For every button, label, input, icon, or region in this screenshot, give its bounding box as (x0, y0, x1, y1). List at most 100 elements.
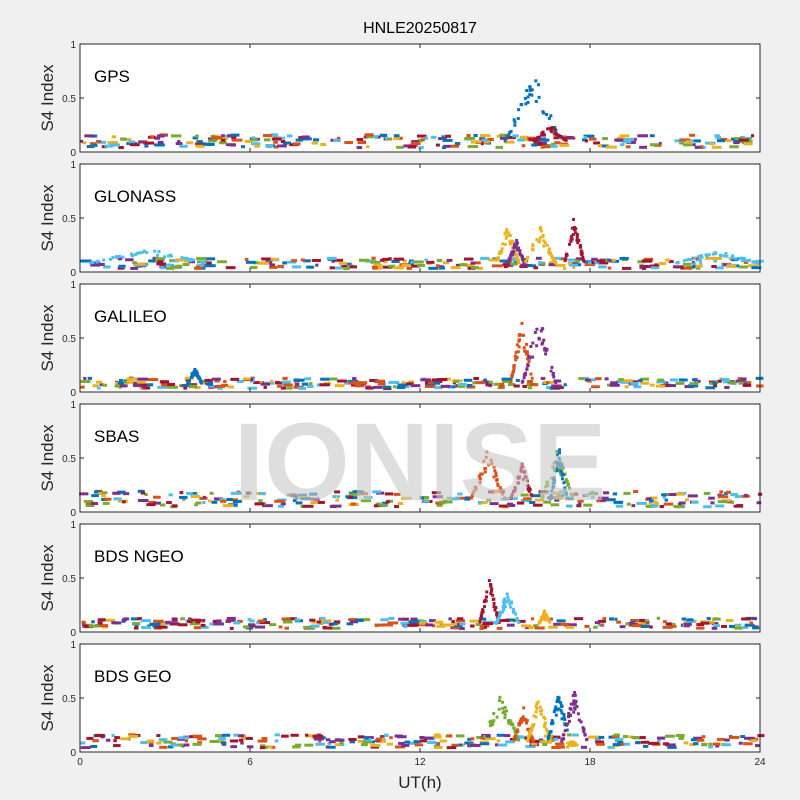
data-point (513, 123, 517, 127)
data-point (186, 141, 194, 145)
data-point (136, 380, 147, 384)
data-point (584, 378, 591, 382)
data-point (101, 494, 106, 498)
data-point (681, 617, 687, 621)
data-point (197, 375, 201, 379)
data-point (87, 376, 93, 380)
data-point (501, 711, 505, 715)
data-point (541, 234, 545, 238)
data-point (506, 595, 510, 599)
y-tick-label: 0 (70, 148, 76, 159)
data-point (322, 620, 330, 624)
data-point (528, 356, 532, 360)
data-point (504, 709, 508, 713)
data-point (366, 135, 373, 139)
data-point (630, 620, 636, 624)
data-point (482, 735, 486, 739)
data-point (403, 259, 407, 263)
data-point (244, 257, 249, 261)
data-point (572, 699, 576, 703)
data-point (597, 144, 603, 148)
data-point (739, 265, 748, 269)
data-point (576, 241, 580, 245)
data-point (356, 381, 368, 385)
data-point (117, 266, 125, 270)
data-point (615, 504, 624, 508)
data-point (530, 725, 534, 729)
data-point (290, 617, 297, 621)
data-point (469, 619, 480, 623)
data-point (463, 378, 473, 382)
data-point (516, 728, 520, 732)
data-point (526, 739, 530, 743)
data-point (565, 496, 569, 500)
data-point (262, 504, 273, 508)
y-axis-label: S4 Index (38, 184, 57, 252)
data-point (511, 490, 515, 494)
data-point (712, 617, 721, 621)
data-point (495, 611, 499, 615)
data-point (543, 241, 547, 245)
data-point (80, 259, 92, 263)
data-point (316, 620, 322, 624)
data-point (621, 266, 632, 270)
data-point (184, 739, 189, 743)
data-point (304, 377, 312, 381)
data-point (133, 383, 143, 387)
data-point (527, 354, 531, 358)
data-point (548, 739, 552, 743)
data-point (507, 721, 511, 725)
data-point (474, 485, 478, 489)
data-point (517, 619, 526, 623)
data-point (566, 482, 570, 486)
data-point (743, 142, 753, 146)
data-point (513, 729, 517, 733)
data-point (169, 622, 180, 626)
data-point (320, 142, 326, 146)
data-point (542, 715, 546, 719)
data-point (434, 620, 444, 624)
data-point (744, 493, 748, 497)
data-point (663, 381, 669, 385)
data-point (525, 744, 536, 748)
data-point (431, 491, 441, 495)
data-point (717, 495, 729, 499)
data-points (79, 79, 755, 150)
data-point (384, 492, 394, 496)
data-point (312, 734, 324, 738)
data-point (452, 626, 462, 630)
data-point (568, 262, 579, 266)
data-point (309, 618, 316, 622)
data-point (573, 225, 577, 229)
data-point (230, 745, 238, 749)
data-point (458, 743, 463, 747)
data-point (565, 728, 569, 732)
data-point (632, 490, 639, 494)
data-point (563, 259, 567, 263)
data-point (575, 705, 579, 709)
data-point (752, 626, 760, 630)
data-point (261, 736, 268, 740)
data-point (527, 359, 531, 363)
data-point (657, 739, 661, 743)
data-point (408, 620, 420, 624)
data-point (165, 266, 174, 270)
data-point (517, 620, 521, 624)
data-point (517, 108, 521, 112)
data-point (459, 622, 466, 626)
data-point (739, 256, 743, 260)
data-point (661, 493, 667, 497)
data-point (499, 610, 503, 614)
data-point (387, 621, 399, 625)
data-point (93, 143, 98, 147)
data-point (730, 256, 734, 260)
data-point (130, 252, 134, 256)
data-point (223, 380, 227, 384)
data-point (630, 619, 639, 623)
data-point (105, 618, 116, 622)
data-point (546, 127, 550, 131)
data-point (594, 621, 601, 625)
data-point (333, 620, 341, 624)
data-point (491, 593, 495, 597)
data-point (512, 364, 516, 368)
